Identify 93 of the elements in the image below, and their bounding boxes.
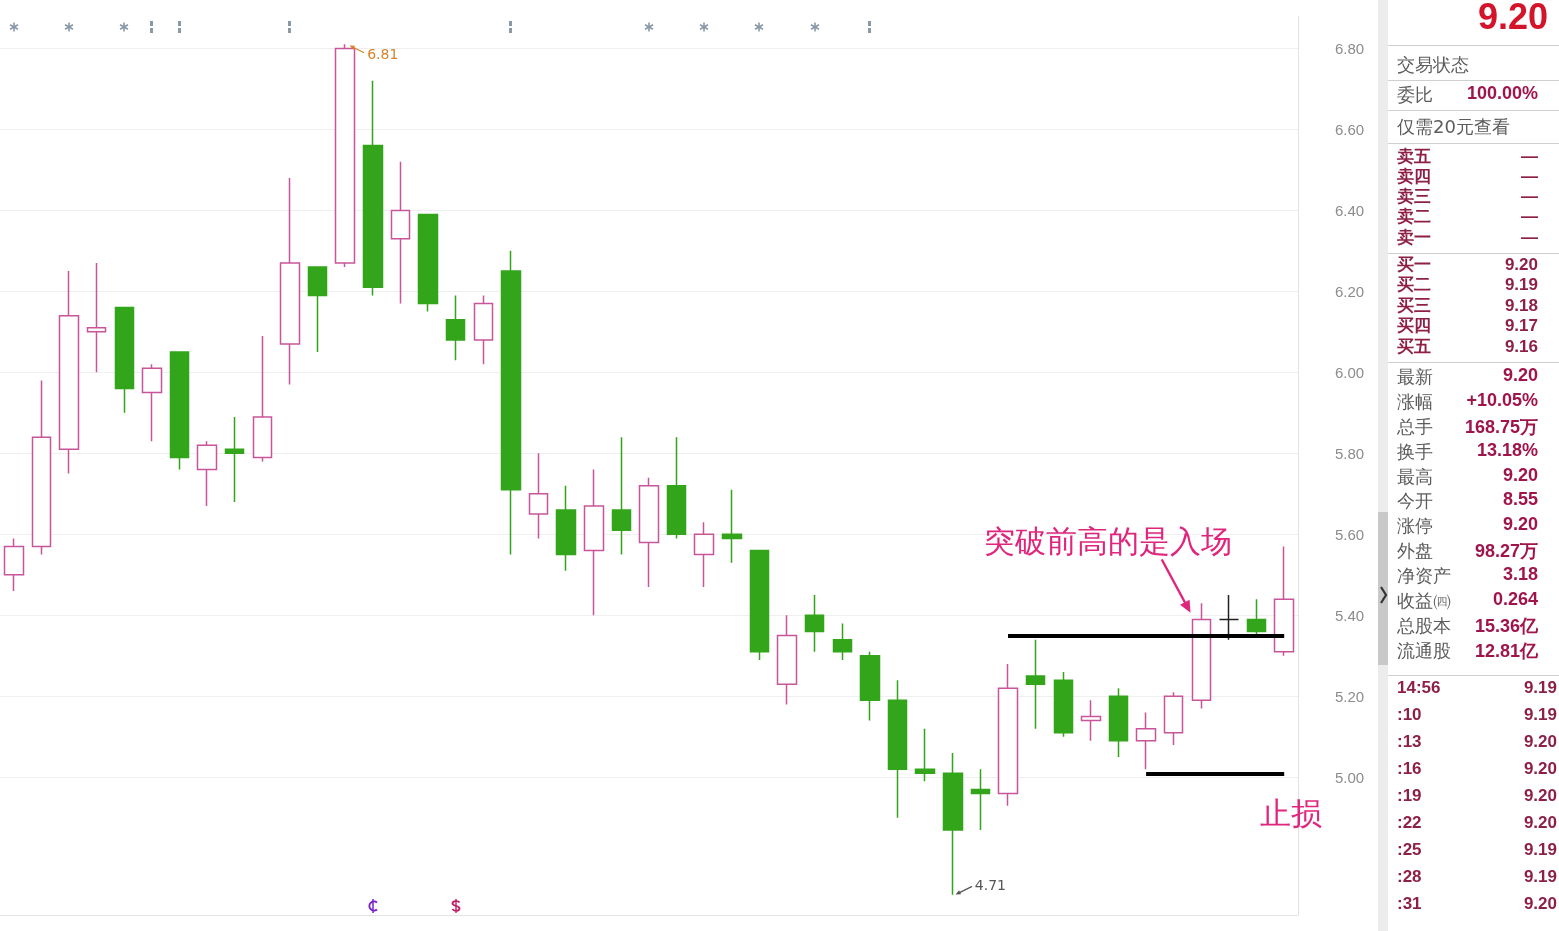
candlestick <box>1218 594 1240 641</box>
text: :19 9.20 <box>1397 786 1557 806</box>
candlestick <box>445 294 466 361</box>
y-tick-label: 6.00 <box>1335 363 1365 381</box>
text: :22 9.20 <box>1397 813 1557 833</box>
text: 换手 13.18% <box>1397 440 1538 462</box>
text: 总手 168.75万 <box>1397 416 1538 437</box>
candlestick <box>583 468 605 617</box>
candlestick <box>279 177 301 386</box>
text: :13 9.20 <box>1397 732 1557 752</box>
candlestick <box>307 266 328 353</box>
text: 14:56 9.19 <box>1397 678 1557 698</box>
text: :28 9.19 <box>1397 867 1557 887</box>
candlestick <box>638 476 660 588</box>
text: 最高 9.20 <box>1397 465 1538 487</box>
candlestick <box>749 549 770 661</box>
text: 9.20 <box>1477 0 1548 37</box>
candlestick <box>473 294 494 366</box>
text: 卖三 — <box>1397 186 1538 207</box>
text: 买二 9.19 <box>1397 274 1538 296</box>
text: :16 9.20 <box>1397 759 1557 779</box>
candlestick <box>721 489 743 564</box>
text: 委比 100.00% <box>1397 83 1538 105</box>
text: 今开 8.55 <box>1397 489 1538 511</box>
ref-line-label: 突破前高的是入场 <box>984 522 1233 559</box>
candlestick <box>1053 671 1074 738</box>
text: 买一 9.20 <box>1397 254 1538 276</box>
y-tick-label: 6.60 <box>1335 120 1365 138</box>
y-tick-label: 6.80 <box>1335 39 1365 57</box>
text: 卖二 — <box>1397 206 1538 228</box>
text: 涨停 9.20 <box>1397 514 1538 536</box>
text: :31 9.20 <box>1397 894 1557 914</box>
text: 最新 9.20 <box>1397 365 1538 387</box>
text: 流通股 12.81亿 <box>1397 640 1538 661</box>
y-tick-label: 5.40 <box>1335 606 1365 624</box>
text: 仅需20元查看 <box>1397 115 1510 139</box>
y-tick-label: 5.20 <box>1335 687 1365 705</box>
candlestick <box>196 440 218 507</box>
candlestick <box>1025 638 1046 730</box>
candlestick <box>1135 711 1157 770</box>
candlestick <box>1080 699 1102 742</box>
text: 涨幅 +10.05% <box>1397 390 1538 412</box>
text: :25 9.19 <box>1397 840 1557 860</box>
candlestick <box>997 663 1019 807</box>
text: 买四 9.17 <box>1397 315 1538 337</box>
text: 买五 9.16 <box>1397 336 1538 358</box>
text: 总股本 15.36亿 <box>1397 615 1538 636</box>
candlestick <box>417 213 439 313</box>
y-tick-label: 5.80 <box>1335 444 1365 462</box>
text: 净资产 3.18 <box>1397 564 1538 586</box>
candlestick <box>555 485 577 572</box>
candlestick <box>776 614 798 706</box>
y-tick-label: 6.40 <box>1335 201 1365 219</box>
candlestick <box>86 262 107 374</box>
text: 交易状态 <box>1397 53 1469 77</box>
candlestick <box>500 250 522 556</box>
candlestick <box>611 436 632 556</box>
candlestick <box>859 651 881 722</box>
text: 卖五 — <box>1397 146 1538 167</box>
candlestick <box>114 306 135 414</box>
candlestick <box>1108 687 1129 758</box>
candlestick <box>914 727 936 783</box>
candlestick <box>31 379 52 556</box>
annotation: 6.81 <box>367 46 399 63</box>
annotation: 4.71 <box>974 876 1006 893</box>
candlestick <box>693 521 715 588</box>
text: 卖四 — <box>1397 166 1538 187</box>
candlestick <box>1246 598 1267 637</box>
candlestick <box>362 80 384 297</box>
ref-line-label: 止损 <box>1260 795 1323 832</box>
text: 收益㈣ 0.264 <box>1397 589 1538 611</box>
candlestick <box>970 768 991 831</box>
text: :10 9.19 <box>1397 705 1557 725</box>
candlestick <box>58 270 80 475</box>
y-tick-label: 6.20 <box>1335 282 1365 300</box>
candlestick <box>224 416 245 503</box>
candlestick <box>141 363 163 442</box>
y-tick-label: 5.00 <box>1335 768 1365 786</box>
text: 卖一 — <box>1397 227 1538 249</box>
candlestick <box>528 452 549 540</box>
candlestick <box>252 335 273 463</box>
candlestick <box>887 679 908 819</box>
candlestick <box>666 436 687 540</box>
text: 买三 9.18 <box>1397 295 1538 317</box>
candlestick <box>804 594 825 653</box>
text: 外盘 98.27万 <box>1397 540 1538 561</box>
y-tick-label: 5.60 <box>1335 525 1365 543</box>
candlestick <box>390 161 411 305</box>
candlestick <box>1163 691 1184 746</box>
candlestick <box>3 537 25 592</box>
candlestick <box>832 622 853 661</box>
candlestick <box>1273 545 1295 657</box>
candlestick <box>169 351 190 471</box>
